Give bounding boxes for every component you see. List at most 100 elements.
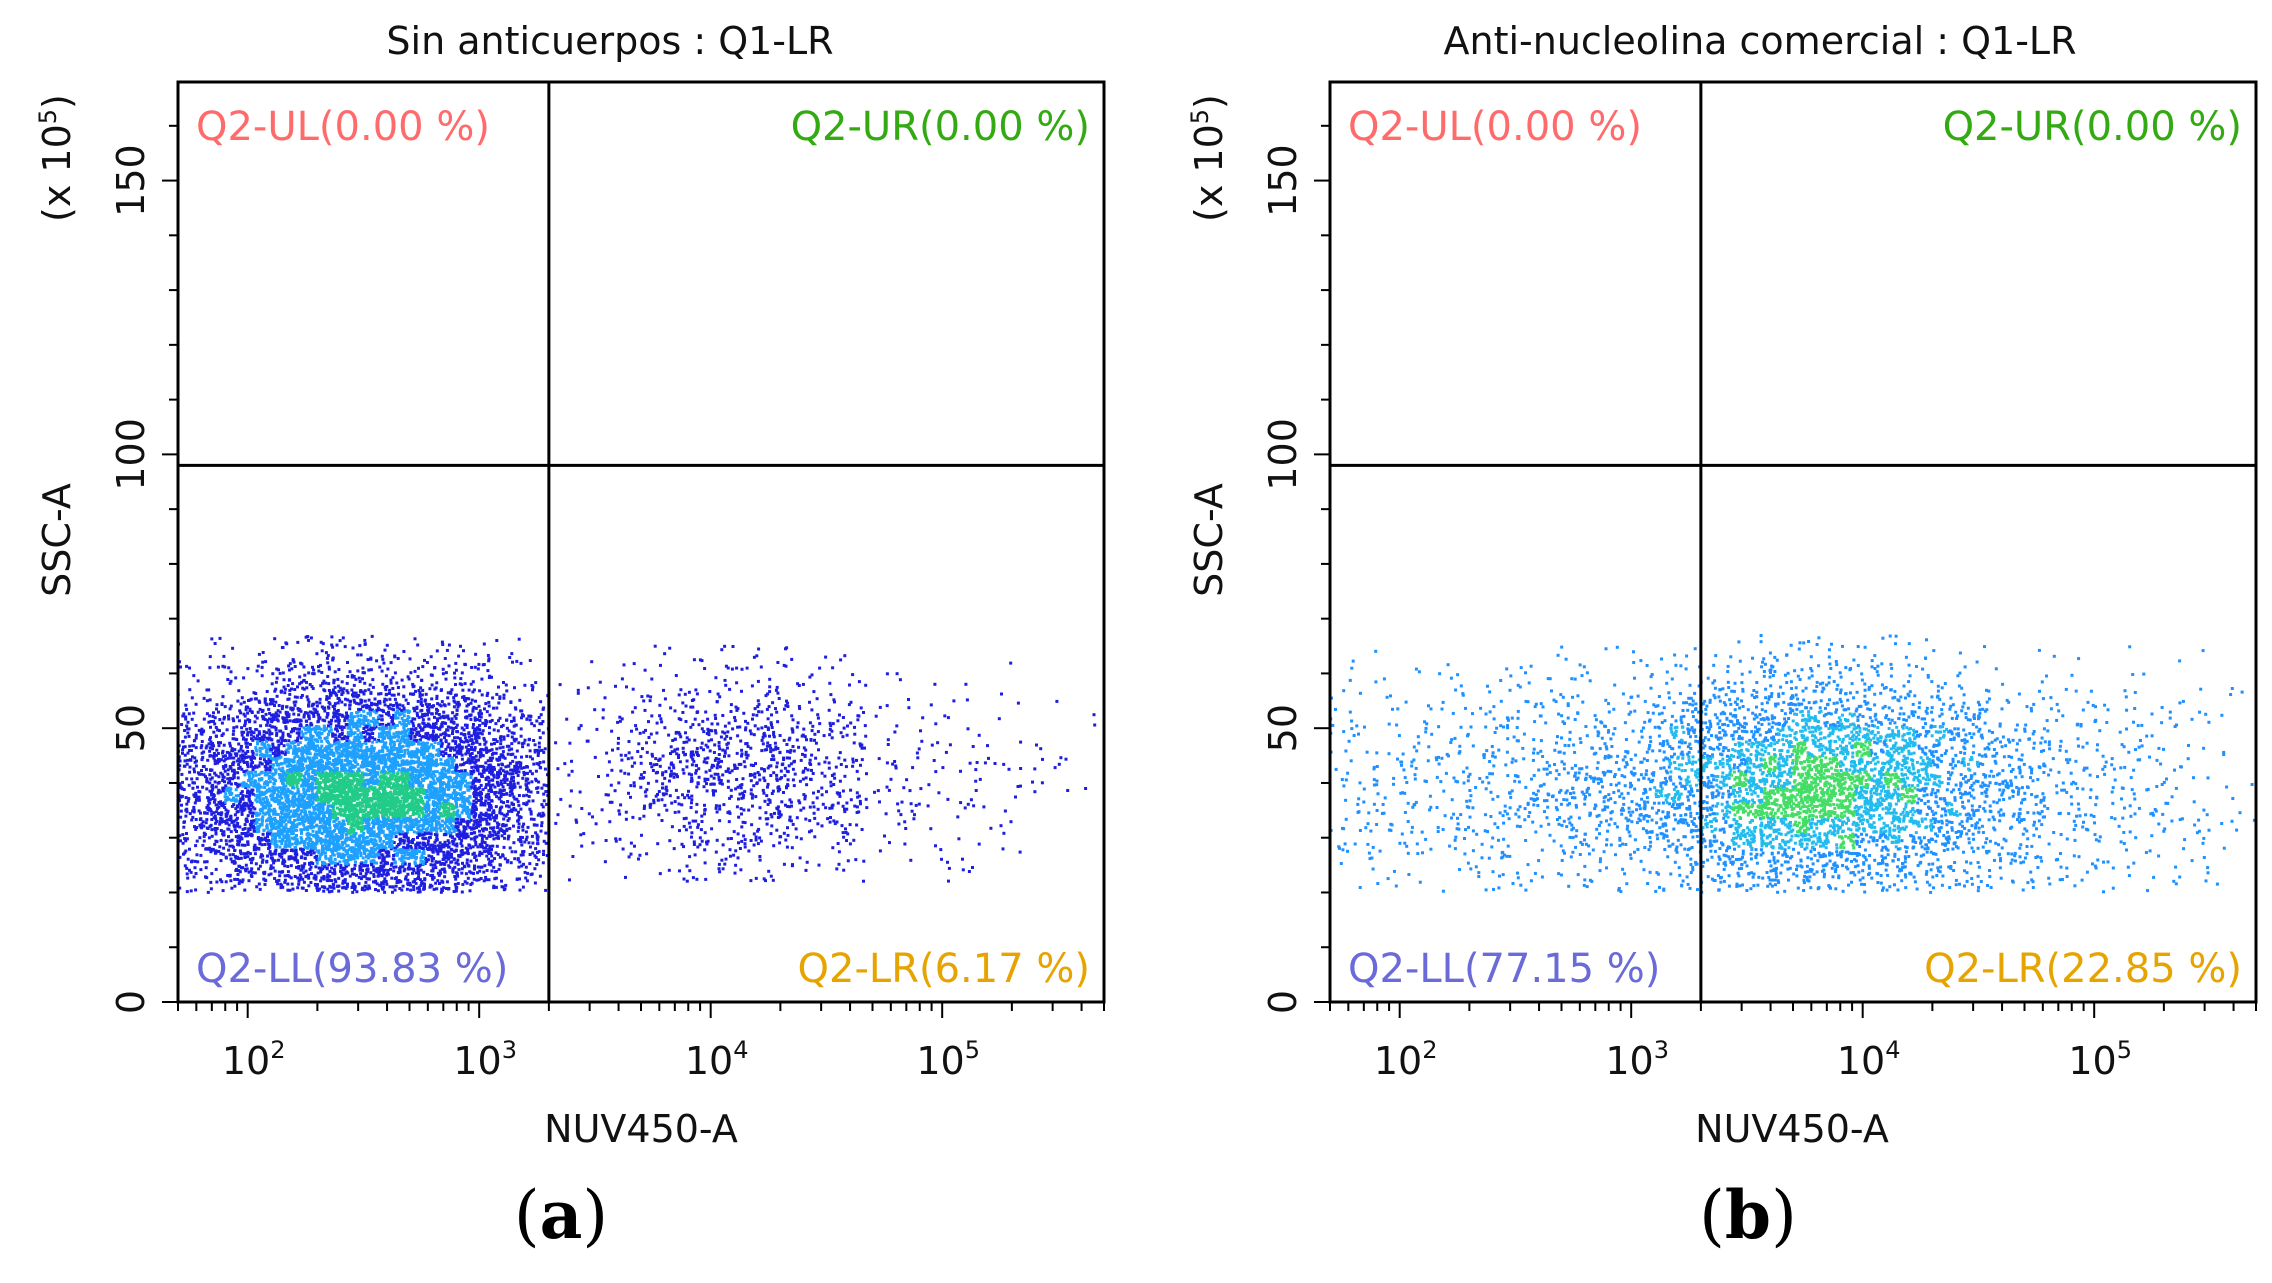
- data-point: [263, 765, 267, 769]
- data-point: [163, 756, 166, 759]
- data-point: [411, 784, 415, 788]
- data-point: [414, 727, 418, 731]
- data-point: [324, 681, 328, 685]
- data-point: [321, 844, 324, 848]
- data-point: [338, 807, 342, 811]
- data-point: [517, 803, 521, 807]
- data-point: [427, 803, 431, 807]
- data-point: [330, 748, 334, 752]
- data-point: [353, 747, 356, 751]
- data-point: [484, 740, 488, 744]
- data-point: [290, 821, 293, 824]
- data-point: [241, 878, 245, 882]
- data-point: [222, 830, 226, 834]
- data-point: [421, 721, 425, 725]
- data-point: [298, 877, 302, 881]
- data-point: [287, 713, 291, 717]
- data-point: [266, 720, 270, 724]
- data-point: [517, 822, 521, 826]
- data-point: [240, 880, 244, 884]
- data-point: [433, 787, 437, 791]
- data-point: [388, 885, 392, 889]
- data-point: [161, 773, 164, 776]
- data-point: [420, 818, 423, 821]
- data-point: [418, 841, 422, 845]
- data-point: [372, 875, 376, 878]
- data-point: [367, 688, 371, 692]
- data-point: [200, 826, 204, 830]
- data-point: [209, 736, 212, 740]
- data-point: [254, 798, 258, 802]
- data-point: [274, 800, 278, 803]
- data-point: [409, 883, 413, 887]
- data-point: [288, 688, 292, 692]
- data-point: [164, 777, 167, 780]
- data-point: [248, 742, 252, 746]
- data-point: [292, 700, 296, 704]
- data-point: [288, 817, 292, 821]
- data-point: [318, 820, 322, 824]
- data-point: [498, 855, 502, 859]
- data-point: [434, 733, 438, 737]
- data-point: [357, 767, 361, 771]
- data-point: [337, 827, 341, 831]
- data-point: [442, 853, 446, 857]
- data-point: [275, 667, 279, 671]
- data-point: [367, 698, 371, 702]
- data-point: [339, 864, 343, 868]
- data-point: [240, 837, 244, 841]
- data-point: [404, 875, 408, 879]
- data-point: [487, 700, 491, 704]
- data-point: [478, 709, 482, 713]
- data-point: [188, 812, 192, 816]
- data-point: [408, 657, 412, 661]
- data-point: [342, 879, 346, 883]
- data-point: [164, 849, 167, 852]
- data-point: [207, 688, 211, 692]
- data-point: [356, 823, 360, 827]
- data-point: [303, 750, 307, 754]
- data-point: [246, 745, 249, 749]
- data-point: [255, 796, 259, 800]
- data-point: [460, 844, 464, 848]
- data-point: [454, 661, 458, 665]
- data-point: [358, 868, 362, 872]
- data-point: [365, 825, 369, 828]
- data-point: [487, 795, 491, 799]
- data-point: [422, 814, 426, 817]
- data-point: [134, 816, 137, 819]
- data-point: [163, 867, 166, 870]
- data-point: [299, 828, 303, 832]
- data-point: [407, 721, 411, 725]
- data-point: [185, 664, 189, 668]
- data-point: [424, 832, 428, 836]
- data-point: [383, 697, 387, 701]
- data-point: [435, 833, 439, 837]
- data-point: [408, 754, 412, 758]
- data-point: [308, 867, 312, 871]
- data-point: [271, 672, 275, 676]
- data-point: [364, 764, 368, 768]
- data-point: [150, 791, 153, 794]
- data-point: [438, 771, 442, 775]
- data-point: [209, 725, 212, 729]
- data-point: [372, 794, 376, 798]
- data-point: [196, 679, 200, 683]
- data-point: [196, 860, 200, 864]
- data-point: [219, 829, 223, 832]
- data-point: [292, 750, 296, 754]
- data-point: [288, 662, 292, 666]
- data-point: [332, 797, 335, 801]
- data-point: [231, 777, 235, 781]
- data-point: [501, 789, 505, 793]
- data-point: [472, 779, 476, 783]
- data-point: [195, 853, 199, 857]
- data-point: [434, 822, 438, 825]
- data-point: [181, 841, 185, 845]
- data-point: [477, 824, 481, 828]
- data-point: [436, 777, 439, 781]
- data-point: [377, 810, 381, 814]
- data-point: [117, 790, 120, 793]
- data-point: [345, 681, 349, 685]
- data-point: [437, 747, 441, 751]
